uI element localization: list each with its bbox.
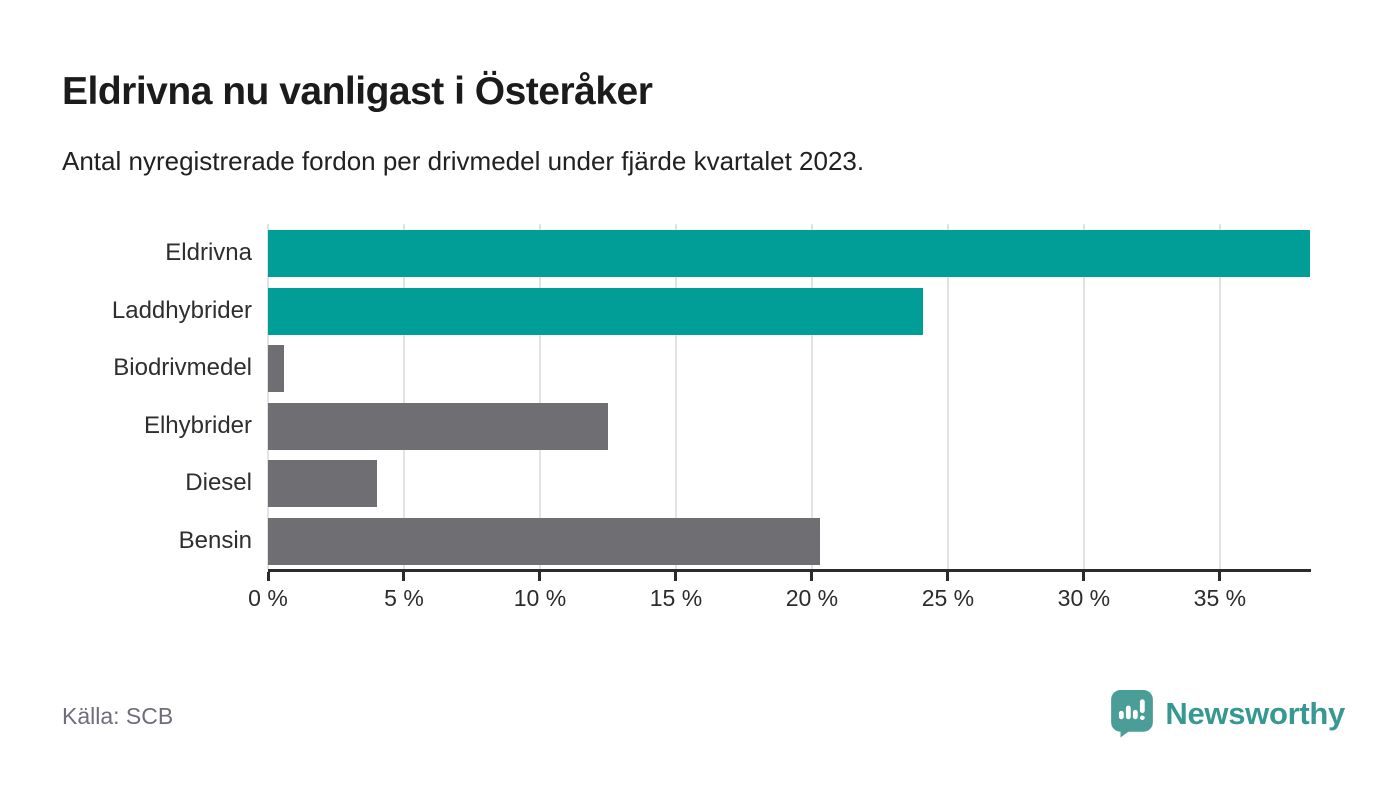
bar-laddhybrider <box>268 287 924 335</box>
gridline <box>538 224 541 569</box>
newsworthy-bubble-chart-icon <box>1111 690 1154 738</box>
category-label: Diesel <box>185 469 252 496</box>
bar-bensin <box>268 517 821 565</box>
gridline <box>674 224 677 569</box>
x-axis-tick-label: 10 % <box>513 585 567 611</box>
category-label: Eldrivna <box>165 239 252 266</box>
brand-logo: Newsworthy <box>1111 690 1345 738</box>
gridline <box>267 224 269 569</box>
x-axis-tick <box>1218 572 1222 581</box>
x-axis-tick-label: 5 % <box>384 585 424 611</box>
source-note: Källa: SCB <box>62 703 174 729</box>
x-axis-tick-label: 35 % <box>1193 585 1247 611</box>
x-axis-line <box>268 569 1311 572</box>
page-title: Eldrivna nu vanligast i Österåker <box>62 70 653 113</box>
gridline <box>946 224 949 569</box>
x-axis-tick <box>538 572 542 581</box>
gridline <box>1082 224 1085 569</box>
x-axis-tick-label: 15 % <box>649 585 703 611</box>
x-axis-tick-label: 20 % <box>785 585 839 611</box>
category-label: Biodrivmedel <box>113 354 252 381</box>
x-axis-tick-label: 0 % <box>248 585 288 611</box>
gridline <box>1218 224 1221 569</box>
x-axis-tick <box>1082 572 1086 581</box>
x-axis-tick <box>266 572 270 581</box>
bar-diesel <box>268 460 377 508</box>
x-axis-tick <box>946 572 950 581</box>
gridline <box>402 224 405 569</box>
category-label: Bensin <box>178 526 252 554</box>
bar-eldrivna <box>268 230 1310 278</box>
x-axis-tick <box>674 572 678 581</box>
category-label: Laddhybrider <box>111 296 252 324</box>
chart-subtitle: Antal nyregistrerade fordon per drivmede… <box>62 146 865 176</box>
gridline <box>810 224 813 569</box>
brand-name: Newsworthy <box>1165 696 1345 731</box>
x-axis-tick <box>810 572 814 581</box>
x-axis-tick-label: 30 % <box>1057 585 1111 611</box>
bar-biodrivmedel <box>268 345 285 393</box>
bar-elhybrider <box>268 402 608 450</box>
x-axis-tick <box>402 572 406 581</box>
x-axis-tick-label: 25 % <box>921 585 975 611</box>
category-label: Elhybrider <box>143 411 252 439</box>
